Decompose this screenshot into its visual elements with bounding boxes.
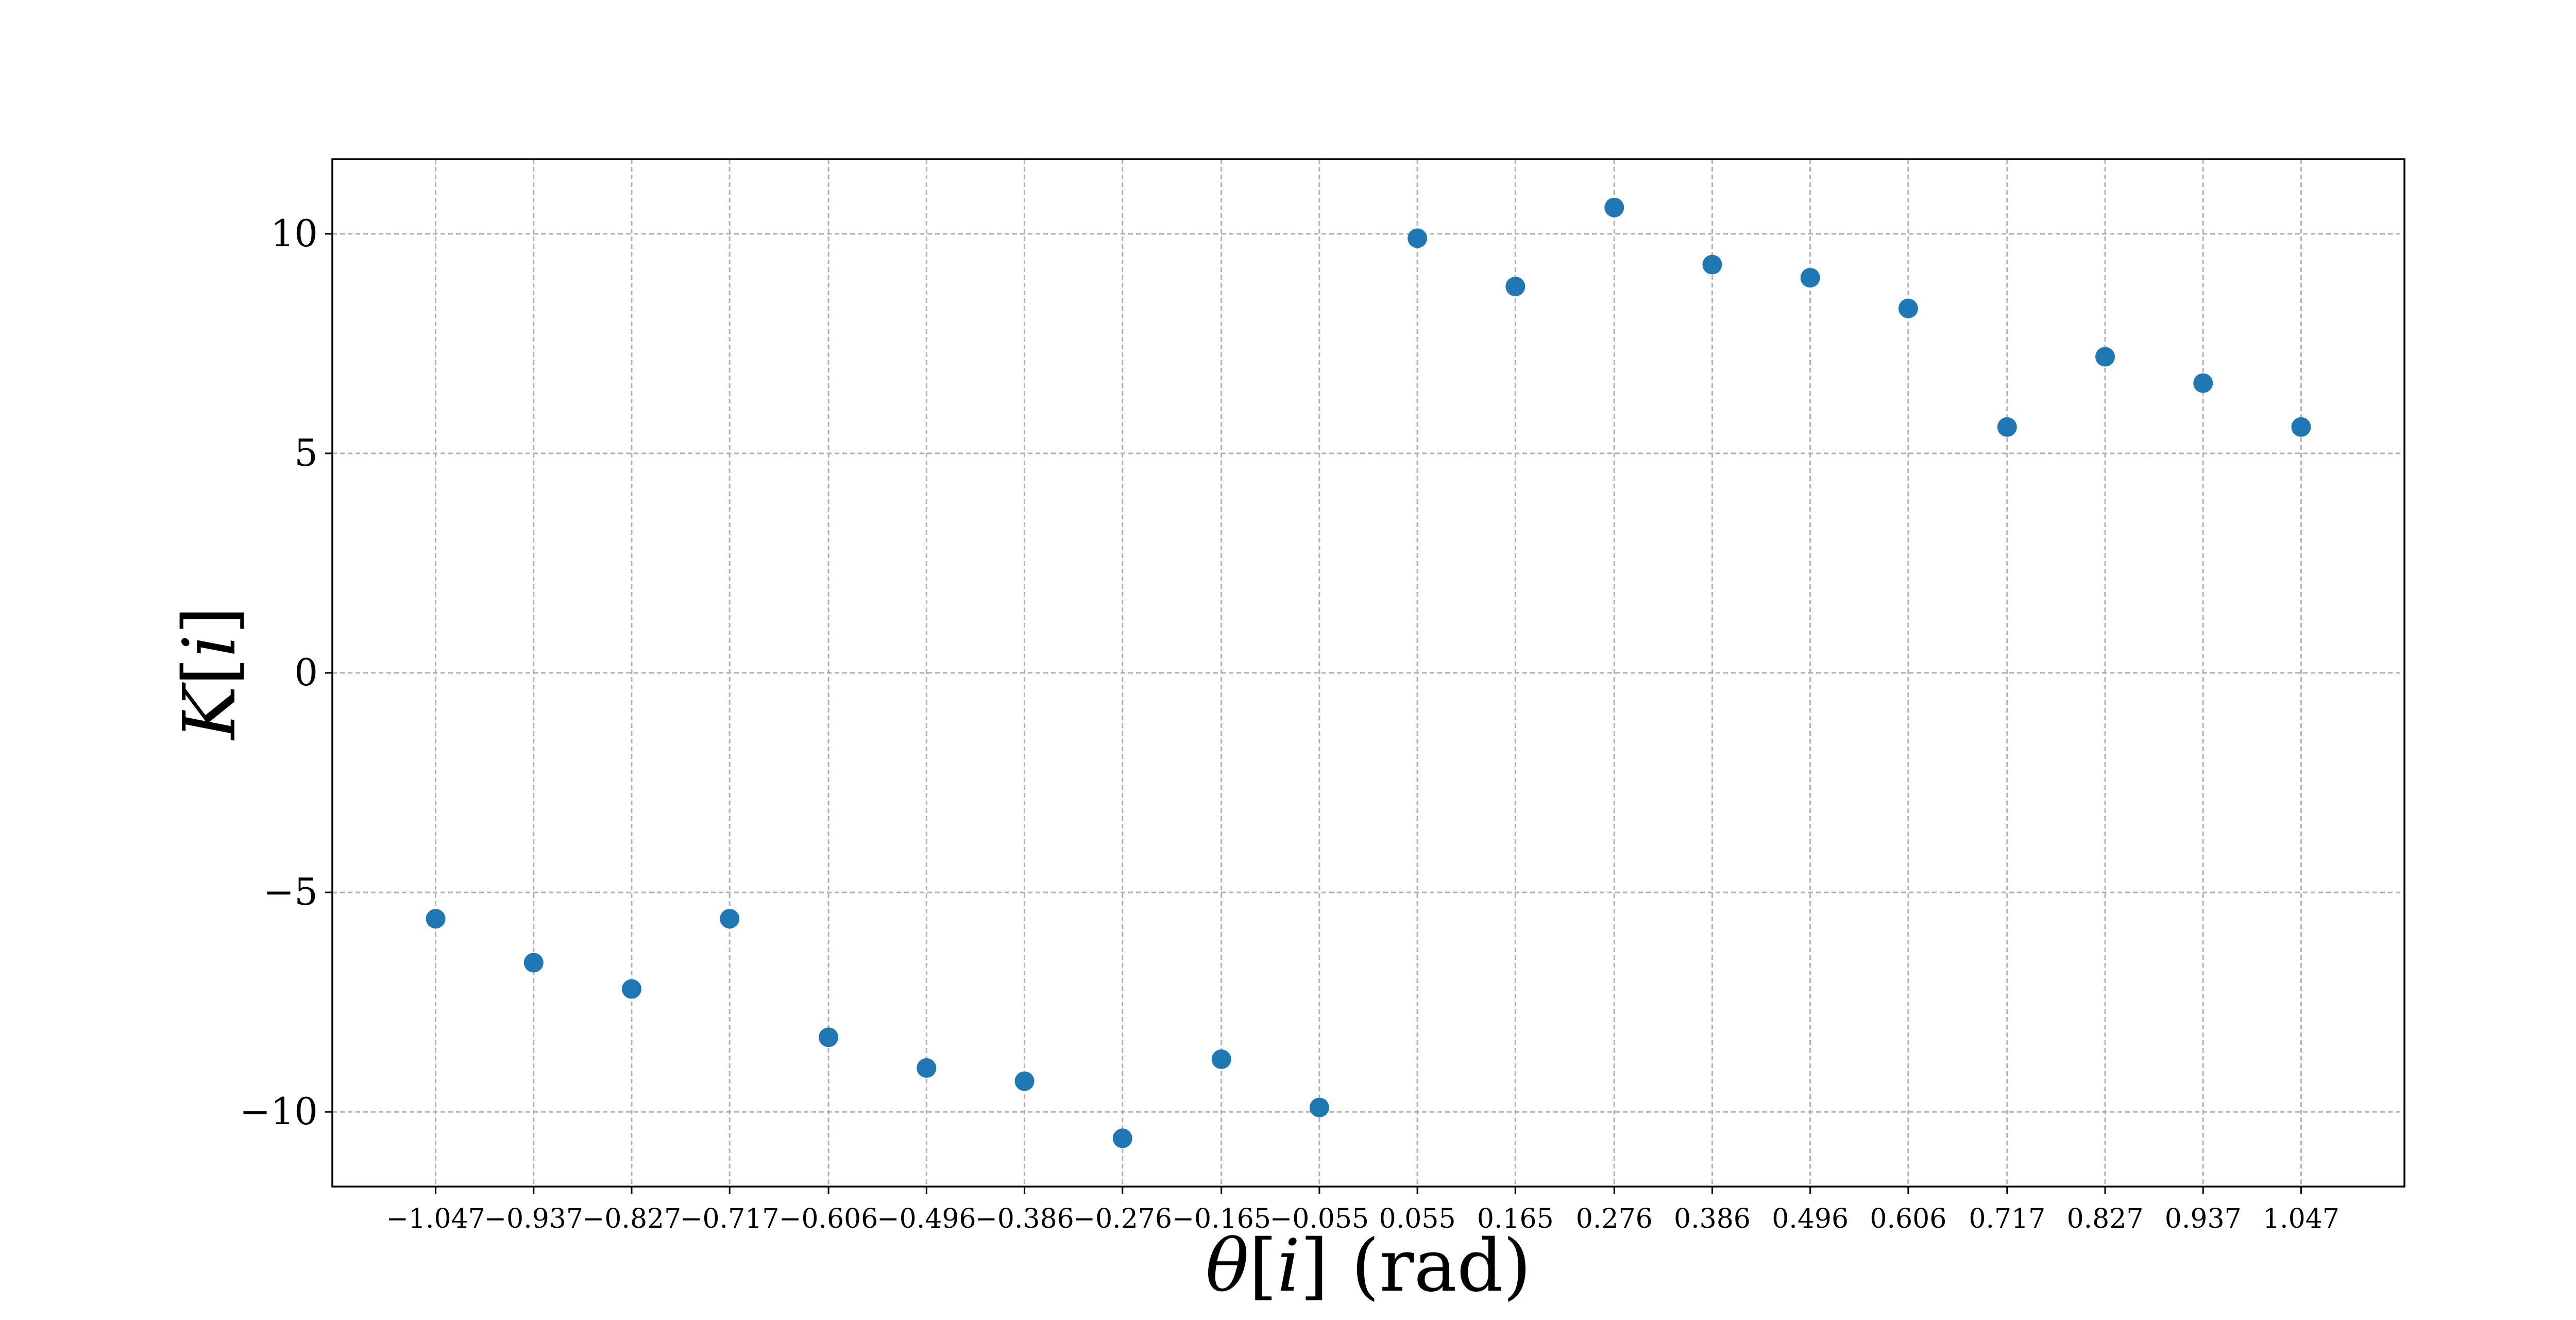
x-tick-label: −1.047 bbox=[386, 1204, 485, 1234]
axis-label-part: ] bbox=[168, 606, 252, 635]
x-tick-label: 0.165 bbox=[1477, 1204, 1554, 1234]
axis-label-part: ] (rad) bbox=[1300, 1224, 1531, 1308]
data-point bbox=[2291, 417, 2311, 437]
data-point bbox=[1309, 1097, 1329, 1118]
data-point bbox=[621, 979, 641, 999]
data-point bbox=[1604, 197, 1624, 217]
x-tick-label: −0.386 bbox=[975, 1204, 1074, 1234]
x-tick-labels: −1.047−0.937−0.827−0.717 −0.606−0.496−0.3… bbox=[386, 1204, 2339, 1234]
data-point bbox=[1997, 417, 2017, 437]
axis-label-part: i bbox=[168, 634, 252, 657]
x-tick-label: 0.717 bbox=[1969, 1204, 2045, 1234]
axis-label-part: θ bbox=[1206, 1224, 1249, 1308]
data-point bbox=[917, 1058, 937, 1078]
data-point bbox=[1702, 255, 1722, 275]
x-tick-label: −0.606 bbox=[779, 1204, 878, 1234]
data-point bbox=[2193, 373, 2213, 393]
data-point bbox=[2095, 347, 2115, 367]
data-point bbox=[819, 1027, 839, 1047]
y-tick-labels: 10 5 0 −5 −10 bbox=[240, 212, 318, 1133]
x-tick-label: 0.606 bbox=[1870, 1204, 1946, 1234]
x-tick-label: 0.386 bbox=[1674, 1204, 1751, 1234]
data-point bbox=[1800, 268, 1820, 288]
axis-label-part: [ bbox=[168, 657, 252, 686]
axis-label-part: K bbox=[168, 682, 252, 741]
y-tick-label: 5 bbox=[294, 431, 318, 475]
y-tick-label: 0 bbox=[294, 651, 318, 694]
x-tick-label: −0.496 bbox=[877, 1204, 976, 1234]
x-tick-label: 0.827 bbox=[2067, 1204, 2144, 1234]
x-tick-label: −0.717 bbox=[680, 1204, 779, 1234]
y-tick-label: −10 bbox=[240, 1090, 318, 1133]
tick-layer bbox=[325, 233, 2302, 1194]
data-point bbox=[1014, 1071, 1035, 1091]
x-tick-label: −0.165 bbox=[1172, 1204, 1270, 1234]
grid-layer bbox=[332, 159, 2404, 1187]
x-tick-label: −0.055 bbox=[1270, 1204, 1369, 1234]
x-tick-label: −0.937 bbox=[484, 1204, 583, 1234]
data-point bbox=[426, 909, 446, 929]
x-axis-label: θ[i] (rad) bbox=[1206, 1224, 1531, 1308]
data-point bbox=[720, 909, 740, 929]
y-tick-label: 10 bbox=[270, 212, 318, 255]
x-tick-label: 0.937 bbox=[2165, 1204, 2242, 1234]
plot-frame bbox=[331, 158, 2405, 1188]
data-point bbox=[1898, 298, 1918, 318]
axis-label-part: i bbox=[1277, 1224, 1300, 1308]
x-tick-label: 0.496 bbox=[1772, 1204, 1849, 1234]
x-tick-label: 1.047 bbox=[2263, 1204, 2340, 1234]
y-axis-label: K[i] bbox=[168, 606, 252, 741]
x-tick-label: 0.276 bbox=[1576, 1204, 1653, 1234]
data-point bbox=[523, 953, 544, 973]
x-tick-label: 0.055 bbox=[1379, 1204, 1456, 1234]
data-point bbox=[1408, 228, 1428, 248]
data-point bbox=[1112, 1128, 1132, 1148]
data-points bbox=[426, 197, 2311, 1148]
axis-label-part: [ bbox=[1249, 1224, 1277, 1308]
data-point bbox=[1505, 277, 1526, 297]
data-point bbox=[1211, 1049, 1231, 1069]
x-tick-label: −0.827 bbox=[582, 1204, 681, 1234]
y-tick-label: −5 bbox=[263, 870, 318, 913]
x-tick-label: −0.276 bbox=[1073, 1204, 1172, 1234]
